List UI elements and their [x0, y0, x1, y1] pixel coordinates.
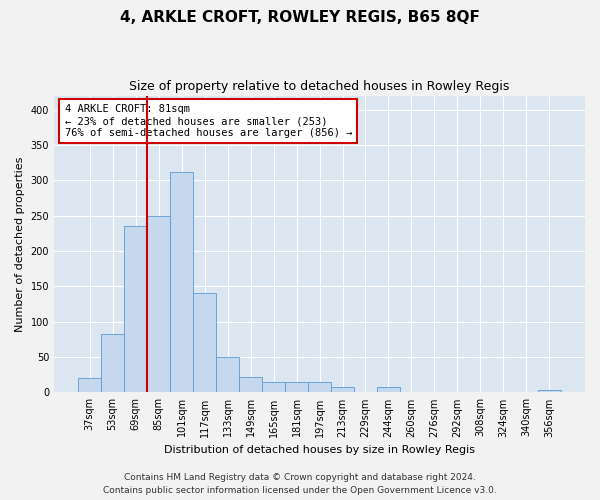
Bar	[285, 382, 308, 392]
Bar	[124, 226, 147, 392]
Bar	[78, 378, 101, 392]
Bar	[262, 382, 285, 392]
X-axis label: Distribution of detached houses by size in Rowley Regis: Distribution of detached houses by size …	[164, 445, 475, 455]
Bar	[308, 382, 331, 392]
Bar	[193, 294, 216, 392]
Bar	[216, 357, 239, 392]
Y-axis label: Number of detached properties: Number of detached properties	[15, 156, 25, 332]
Bar	[101, 334, 124, 392]
Bar	[147, 216, 170, 392]
Text: 4, ARKLE CROFT, ROWLEY REGIS, B65 8QF: 4, ARKLE CROFT, ROWLEY REGIS, B65 8QF	[120, 10, 480, 25]
Title: Size of property relative to detached houses in Rowley Regis: Size of property relative to detached ho…	[130, 80, 510, 93]
Text: 4 ARKLE CROFT: 81sqm
← 23% of detached houses are smaller (253)
76% of semi-deta: 4 ARKLE CROFT: 81sqm ← 23% of detached h…	[65, 104, 352, 138]
Bar	[538, 390, 561, 392]
Text: Contains HM Land Registry data © Crown copyright and database right 2024.
Contai: Contains HM Land Registry data © Crown c…	[103, 474, 497, 495]
Bar	[170, 172, 193, 392]
Bar	[239, 377, 262, 392]
Bar	[377, 387, 400, 392]
Bar	[331, 387, 354, 392]
